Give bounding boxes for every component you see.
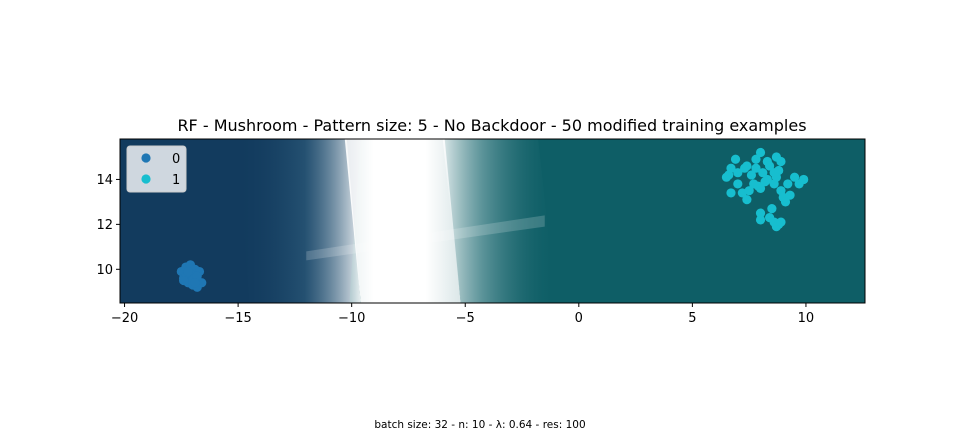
surface-boundary bbox=[344, 139, 461, 303]
point-class-1 bbox=[740, 163, 750, 173]
point-class-1 bbox=[755, 215, 766, 225]
legend-label: 1 bbox=[172, 173, 180, 188]
point-class-1 bbox=[776, 217, 786, 227]
point-class-1 bbox=[755, 208, 766, 218]
point-class-1 bbox=[785, 190, 795, 200]
legend: 01 bbox=[126, 145, 187, 193]
point-class-1 bbox=[799, 174, 809, 185]
scatter-points bbox=[176, 147, 809, 292]
point-class-1 bbox=[751, 154, 761, 164]
point-class-1 bbox=[758, 168, 768, 178]
point-class-1 bbox=[733, 179, 743, 189]
point-class-1 bbox=[771, 172, 782, 182]
surface-gradient-right bbox=[442, 139, 557, 303]
surface-streak bbox=[306, 215, 545, 261]
point-class-1 bbox=[783, 179, 793, 189]
point-class-1 bbox=[755, 183, 766, 194]
x-tick-label: 0 bbox=[575, 311, 583, 326]
point-class-1 bbox=[730, 154, 741, 164]
plot-frame bbox=[119, 138, 866, 304]
legend-marker bbox=[141, 174, 151, 184]
decision-surface bbox=[120, 139, 865, 303]
point-class-1 bbox=[726, 188, 736, 198]
x-tick-label: 5 bbox=[688, 311, 696, 326]
point-class-0 bbox=[197, 278, 207, 288]
chart-title: RF - Mushroom - Pattern size: 5 - No Bac… bbox=[177, 116, 806, 135]
point-class-0 bbox=[190, 278, 200, 288]
point-class-1 bbox=[780, 197, 791, 207]
x-tick-label: −20 bbox=[111, 311, 138, 326]
surface-gradient-left bbox=[235, 139, 361, 303]
y-tick-label: 14 bbox=[96, 173, 113, 188]
point-class-1 bbox=[789, 172, 800, 182]
y-tick-label: 10 bbox=[96, 263, 113, 278]
x-tick-label: −5 bbox=[456, 311, 475, 326]
point-class-1 bbox=[744, 186, 754, 196]
legend-marker bbox=[141, 153, 151, 163]
chart-caption: batch size: 32 - n: 10 - λ: 0.64 - res: … bbox=[374, 419, 586, 431]
x-tick-label: −10 bbox=[338, 311, 365, 326]
point-class-1 bbox=[762, 174, 772, 185]
point-class-0 bbox=[183, 266, 193, 277]
point-class-1 bbox=[755, 147, 766, 158]
point-class-1 bbox=[746, 170, 757, 180]
x-axis: −20 −15 −10 −5 0 5 10 bbox=[111, 303, 814, 326]
plot-area bbox=[119, 138, 866, 304]
point-class-1 bbox=[767, 204, 777, 214]
y-axis: 10 12 14 bbox=[96, 173, 120, 278]
y-tick-label: 12 bbox=[96, 218, 113, 233]
x-tick-label: −15 bbox=[224, 311, 251, 326]
point-class-1 bbox=[733, 168, 743, 178]
point-class-1 bbox=[726, 163, 736, 173]
point-class-1 bbox=[776, 156, 786, 167]
point-class-0 bbox=[178, 275, 189, 286]
legend-label: 0 bbox=[172, 152, 180, 167]
x-tick-label: 10 bbox=[798, 311, 815, 326]
point-class-1 bbox=[765, 161, 775, 171]
point-class-1 bbox=[742, 195, 752, 205]
point-class-1 bbox=[721, 172, 732, 182]
point-class-1 bbox=[751, 163, 761, 173]
